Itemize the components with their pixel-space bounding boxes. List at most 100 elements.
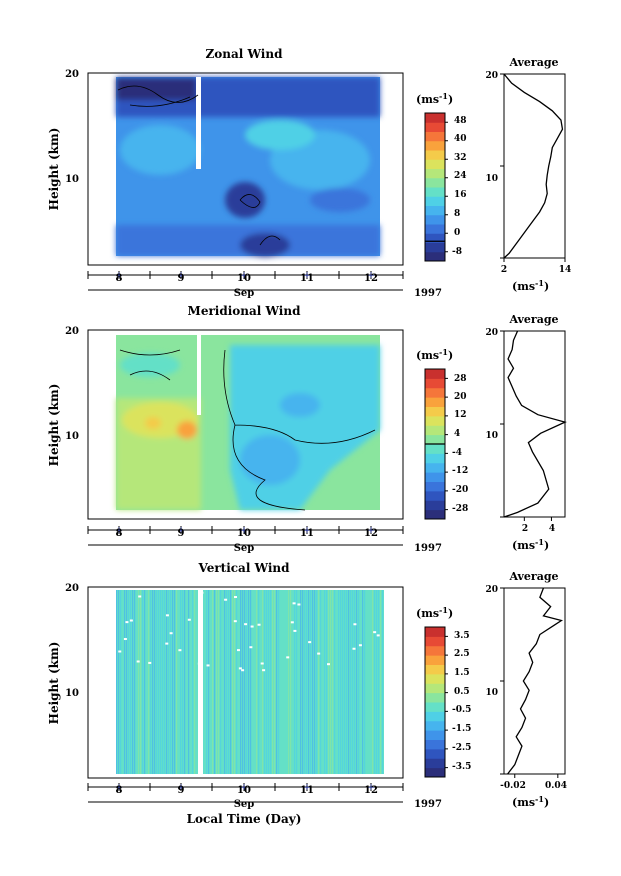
average-profile: Average 20 10 2 4 (ms-1) xyxy=(485,313,567,552)
colorbar-tick: -28 xyxy=(452,504,468,514)
colorbar-swatch xyxy=(425,168,445,179)
colorbar-tick: 48 xyxy=(454,116,467,126)
colorbar-swatch xyxy=(425,702,445,712)
colorbar-swatch xyxy=(425,481,445,492)
x-tick-star: + xyxy=(367,783,375,793)
x-tick-label: 8 xyxy=(116,273,123,284)
colorbar-unit: (ms-1) xyxy=(416,91,453,106)
colorbar-swatch xyxy=(425,490,445,501)
average-y-tick: 10 xyxy=(485,174,498,184)
meridional-wind-panel: Meridional Wind 20 10 Height (km) xyxy=(47,304,567,554)
x-tick-label: 12 xyxy=(364,528,378,539)
colorbar-swatch xyxy=(425,655,445,665)
colorbar-swatch xyxy=(425,636,445,647)
average-x-label: (ms-1) xyxy=(512,537,549,552)
colorbar-tick: 8 xyxy=(454,209,460,219)
x-tick-star: + xyxy=(367,526,375,536)
colorbar-swatch xyxy=(425,472,445,482)
x-tick-label: 10 xyxy=(237,273,251,284)
colorbar: (ms-1) 48 40 32 24 16 8 0 -8 xyxy=(416,91,467,262)
average-y-tick: 20 xyxy=(485,71,498,81)
x-tick-marks: + + + + + xyxy=(87,271,404,281)
colorbar-swatch xyxy=(425,131,445,142)
x-tick-label: 8 xyxy=(116,528,123,539)
colorbar-tick: 28 xyxy=(454,374,467,384)
x-tick-star: + xyxy=(177,271,185,281)
y-axis-label: Height (km) xyxy=(47,642,61,725)
colorbar-swatch xyxy=(425,214,445,225)
colorbar-swatch xyxy=(425,425,445,436)
x-tick-marks: + + + + + xyxy=(87,783,404,793)
x-tick-star: + xyxy=(115,271,123,281)
average-x-tick: 2 xyxy=(522,524,528,534)
x-tick-star: + xyxy=(303,271,311,281)
x-tick-label: 11 xyxy=(300,528,314,539)
heatmap-field xyxy=(116,335,380,511)
x-tick-label: 8 xyxy=(116,785,123,796)
x-axis: + + + + + 8 9 10 11 12 Sep 1997 Local Time (… xyxy=(87,783,442,826)
x-tick-star: + xyxy=(177,783,185,793)
year-label: 1997 xyxy=(414,543,442,554)
y-axis: 20 10 Height (km) xyxy=(47,583,79,724)
y-tick-label: 10 xyxy=(65,688,79,699)
x-tick-star: + xyxy=(303,783,311,793)
x-tick-star: + xyxy=(367,271,375,281)
colorbar-swatch xyxy=(425,177,445,188)
colorbar-tick: 3.5 xyxy=(454,631,470,641)
colorbar-tick: 4 xyxy=(454,429,460,439)
colorbar-swatch xyxy=(425,462,445,473)
y-tick-label: 10 xyxy=(65,431,79,442)
x-tick-label: 12 xyxy=(364,273,378,284)
heatmap-frame xyxy=(87,586,404,779)
colorbar-swatch xyxy=(425,673,445,684)
average-y-tick: 20 xyxy=(485,585,498,595)
year-label: 1997 xyxy=(414,288,442,299)
panel-title: Meridional Wind xyxy=(188,304,302,318)
colorbar-tick: -8 xyxy=(452,247,462,257)
x-tick-label: 9 xyxy=(178,273,185,284)
y-axis: 20 10 Height (km) xyxy=(47,326,79,466)
colorbar-swatch xyxy=(425,453,445,464)
colorbar-swatch xyxy=(425,627,445,637)
colorbar-swatch xyxy=(425,251,445,262)
year-label: 1997 xyxy=(414,799,442,810)
panel-title: Zonal Wind xyxy=(206,47,284,61)
x-axis: + + + + + 8 9 10 11 12 Sep 1997 xyxy=(87,526,442,554)
y-axis: 20 10 Height (km) xyxy=(47,69,79,210)
average-x-tick: 2 xyxy=(501,265,507,275)
average-line xyxy=(507,587,564,775)
colorbar-swatch xyxy=(425,683,445,694)
colorbar-swatch xyxy=(425,140,445,151)
colorbar-tick: -1.5 xyxy=(452,724,471,734)
heatmap-field xyxy=(116,590,384,774)
colorbar-swatch xyxy=(425,242,445,253)
average-y-tick: 10 xyxy=(485,688,498,698)
average-title: Average xyxy=(508,313,558,326)
colorbar-swatch xyxy=(425,187,445,197)
average-y-tick: 20 xyxy=(485,328,498,338)
colorbar-swatch xyxy=(425,387,445,398)
x-tick-label: 11 xyxy=(300,273,314,284)
colorbar-swatch xyxy=(425,159,445,169)
x-tick-marks: + + + + + xyxy=(87,526,404,536)
colorbar-swatch xyxy=(425,509,445,520)
heatmap-field xyxy=(116,77,380,257)
colorbar-swatch xyxy=(425,113,445,123)
colorbar-tick: 0.5 xyxy=(454,687,470,697)
average-title: Average xyxy=(508,56,558,69)
average-line xyxy=(503,73,564,259)
average-x-tick: 14 xyxy=(559,265,572,275)
y-tick-label: 10 xyxy=(65,174,79,185)
average-x-label: (ms-1) xyxy=(512,278,549,293)
colorbar-tick: -20 xyxy=(452,485,468,495)
colorbar-swatch xyxy=(425,720,445,731)
colorbar-swatch xyxy=(425,378,445,389)
colorbar-tick: -12 xyxy=(452,466,468,476)
average-title: Average xyxy=(508,570,558,583)
colorbar-unit: (ms-1) xyxy=(416,347,453,362)
x-tick-label: 9 xyxy=(178,528,185,539)
x-tick-label: 12 xyxy=(364,785,378,796)
x-axis-label: Sep xyxy=(234,288,255,299)
x-tick-star: + xyxy=(240,271,248,281)
